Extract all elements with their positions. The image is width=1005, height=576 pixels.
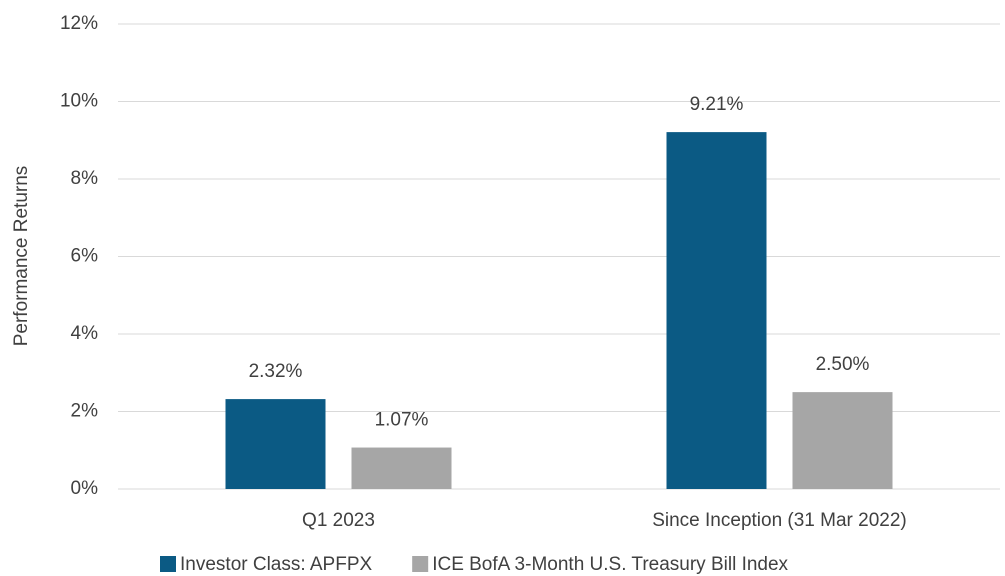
y-tick-label: 0% <box>71 478 99 499</box>
y-tick-label: 6% <box>71 246 99 267</box>
y-tick-label: 10% <box>60 91 98 112</box>
data-label: 9.21% <box>690 94 744 115</box>
y-tick-label: 4% <box>71 323 99 344</box>
legend-label: ICE BofA 3-Month U.S. Treasury Bill Inde… <box>432 554 788 575</box>
bar <box>351 447 452 489</box>
data-label: 2.32% <box>249 361 303 382</box>
data-label: 1.07% <box>375 410 429 431</box>
y-tick-label: 8% <box>71 168 99 189</box>
bar <box>666 132 767 490</box>
x-tick-label: Since Inception (31 Mar 2022) <box>652 510 907 531</box>
legend-label: Investor Class: APFPX <box>180 554 373 575</box>
legend-swatch <box>412 556 429 572</box>
bar <box>792 392 893 489</box>
y-tick-label: 12% <box>60 13 98 34</box>
y-axis-label: Performance Returns <box>11 166 32 347</box>
x-tick-label: Q1 2023 <box>302 510 375 531</box>
bar <box>225 399 326 489</box>
data-label: 2.50% <box>816 354 870 375</box>
y-tick-label: 2% <box>71 401 99 422</box>
legend-swatch <box>160 556 176 572</box>
